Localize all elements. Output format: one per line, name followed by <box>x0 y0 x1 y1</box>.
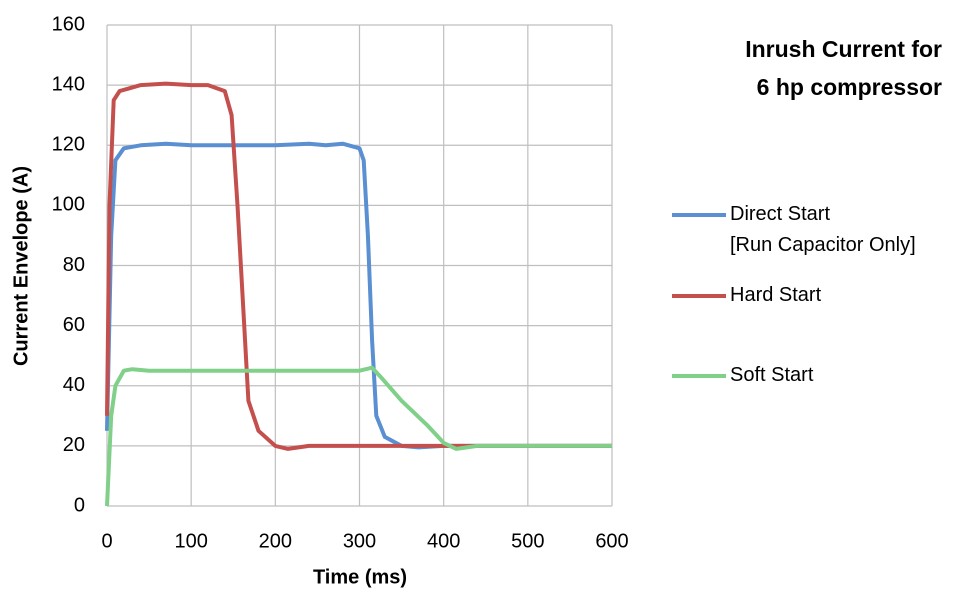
y-tick-label: 20 <box>63 434 85 456</box>
x-tick-label: 200 <box>259 530 292 552</box>
chart-title: Inrush Current for 6 hp compressor <box>745 36 942 100</box>
x-tick-label: 600 <box>595 530 628 552</box>
y-tick-label: 140 <box>52 73 85 95</box>
series-line <box>105 81 612 451</box>
y-tick-label: 120 <box>52 134 85 156</box>
y-axis-label: Current Envelope (A) <box>10 166 32 366</box>
x-tick-label: 0 <box>101 530 112 552</box>
x-axis-label: Time (ms) <box>313 566 407 588</box>
y-tick-label: 160 <box>52 13 85 35</box>
legend-label: Direct Start [Run Capacitor Only] <box>730 203 916 256</box>
y-tick-label: 80 <box>63 254 85 276</box>
x-tick-label: 400 <box>427 530 460 552</box>
y-tick-label: 100 <box>52 194 85 216</box>
x-tick-label: 300 <box>343 530 376 552</box>
x-tick-label: 500 <box>511 530 544 552</box>
y-tick-label: 0 <box>74 494 85 516</box>
series-line <box>105 365 612 507</box>
y-tick-label: 60 <box>63 314 85 336</box>
y-tick-label: 40 <box>63 374 85 396</box>
x-tick-label: 100 <box>174 530 207 552</box>
legend-label: Soft Start <box>730 364 814 386</box>
legend-label: Hard Start <box>730 284 822 306</box>
series-line <box>105 141 612 450</box>
